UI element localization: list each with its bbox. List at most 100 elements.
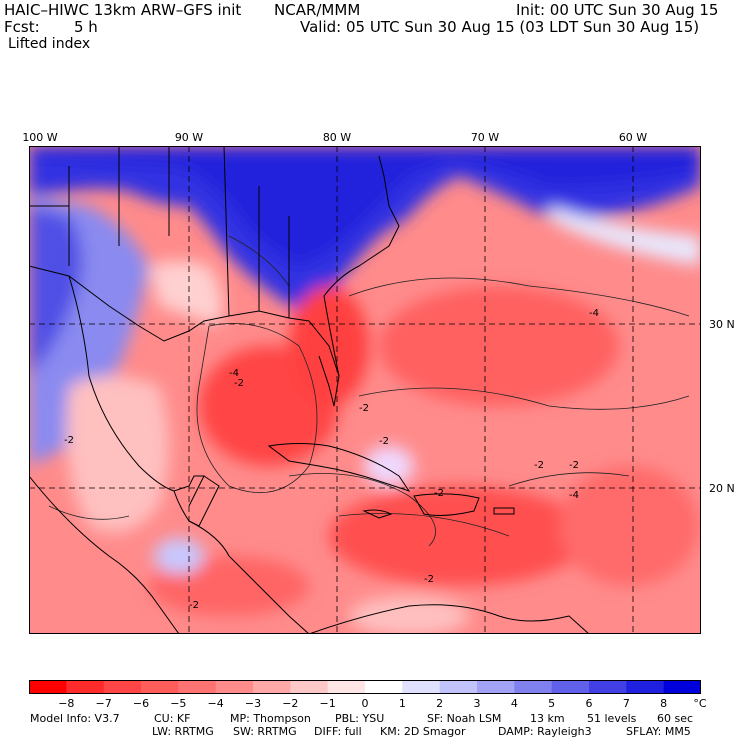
colorbar-cell bbox=[253, 680, 291, 694]
colorbar-tick-label: −2 bbox=[282, 697, 299, 710]
florida-atlantic-coast bbox=[323, 155, 400, 377]
colorbar-cell bbox=[439, 680, 478, 694]
colorbar-tick-label: 1 bbox=[398, 697, 406, 710]
colorbar-tick-label: −4 bbox=[207, 697, 224, 710]
colorbar-cell bbox=[514, 680, 553, 694]
valid-time: Valid: 05 UTC Sun 30 Aug 15 (03 LDT Sun … bbox=[300, 18, 700, 36]
colorbar-tick-label: 8 bbox=[660, 697, 668, 710]
latlon-grid bbox=[29, 146, 701, 634]
colorbar-cell bbox=[477, 680, 515, 694]
footer-timestep: 60 sec bbox=[657, 712, 694, 725]
model-title: HAIC–HIWC 13km ARW–GFS init bbox=[4, 1, 242, 19]
colorbar bbox=[29, 680, 701, 694]
stable-region-upper bbox=[29, 146, 701, 266]
footer-resolution: 13 km bbox=[530, 712, 565, 725]
footer-lw: LW: RRTMG bbox=[152, 725, 214, 738]
colorbar-tick-label: 0 bbox=[361, 697, 369, 710]
contour-line bbox=[196, 323, 318, 493]
unstable-core-east bbox=[559, 466, 699, 586]
unstable-core-caribbean bbox=[329, 486, 589, 586]
contour-line bbox=[338, 513, 510, 537]
contour-label: -2 bbox=[379, 436, 389, 447]
footer-km: KM: 2D Smagor bbox=[380, 725, 466, 738]
colorbar-tick-label: −8 bbox=[58, 697, 75, 710]
colorbar-tick-label: 5 bbox=[548, 697, 556, 710]
contour-line bbox=[288, 473, 437, 547]
contour-label: -2 bbox=[534, 460, 544, 471]
contour-label-group: -2 -4 -2 -4 -2 -2 -2 -2 -4 -2 -2 -2 bbox=[64, 308, 599, 611]
map-frame bbox=[29, 146, 701, 634]
us-interior-border bbox=[29, 146, 290, 318]
colorbar-cell bbox=[551, 680, 590, 694]
lon-label-70w: 70 W bbox=[470, 131, 500, 144]
contour-line bbox=[348, 277, 690, 317]
pale-pocket-south bbox=[349, 596, 469, 634]
fcst-value: 5 h bbox=[74, 18, 98, 36]
mexico-gulf-coast bbox=[68, 275, 205, 507]
org-label: NCAR/MMM bbox=[274, 1, 361, 19]
footer-pbl: PBL: YSU bbox=[335, 712, 385, 725]
colorbar-tick-label: 4 bbox=[510, 697, 518, 710]
colorbar-tick-label: −3 bbox=[244, 697, 262, 710]
contour-label: -2 bbox=[189, 600, 199, 611]
lon-label-60w: 60 W bbox=[618, 131, 648, 144]
colorbar-tick-label: 2 bbox=[436, 697, 444, 710]
hispaniola bbox=[413, 493, 480, 516]
gulf-west-pale bbox=[66, 376, 169, 533]
lat-label-20n: 20 N bbox=[709, 482, 735, 495]
colorbar-tick-label: −5 bbox=[170, 697, 187, 710]
contour-lines bbox=[48, 235, 690, 547]
contour-label: -2 bbox=[234, 378, 244, 389]
footer-diff: DIFF: full bbox=[314, 725, 362, 738]
contour-line bbox=[228, 235, 290, 287]
colorbar-cell bbox=[626, 680, 665, 694]
colorbar-tick-label: −1 bbox=[319, 697, 336, 710]
colorbar-cell bbox=[103, 680, 142, 694]
colorbar-tick-label: −6 bbox=[132, 697, 150, 710]
colorbar-cell bbox=[290, 680, 329, 694]
contour-line bbox=[358, 387, 690, 410]
lon-label-90w: 90 W bbox=[174, 131, 204, 144]
cuba bbox=[267, 443, 411, 492]
init-time: Init: 00 UTC Sun 30 Aug 15 bbox=[516, 1, 719, 19]
colorbar-tick-label: −7 bbox=[95, 697, 112, 710]
contour-label: -2 bbox=[359, 403, 369, 414]
stable-region-north bbox=[29, 146, 701, 316]
contour-line bbox=[48, 505, 130, 520]
footer-model-info: Model Info: V3.7 bbox=[30, 712, 120, 725]
colorbar-cell bbox=[29, 680, 67, 694]
pale-pocket-central-am bbox=[154, 538, 204, 574]
puerto-rico bbox=[493, 507, 515, 515]
footer-damp: DAMP: Rayleigh3 bbox=[498, 725, 592, 738]
field-name: Lifted index bbox=[8, 36, 91, 52]
colorbar-tick-label: 7 bbox=[622, 697, 630, 710]
colorbar-cell bbox=[365, 680, 403, 694]
central-america bbox=[188, 520, 310, 634]
colorbar-cell bbox=[327, 680, 366, 694]
unstable-core-atlantic bbox=[379, 286, 619, 406]
contour-label: -2 bbox=[64, 435, 74, 446]
footer-cu: CU: KF bbox=[154, 712, 191, 725]
fcst-label: Fcst: bbox=[4, 18, 40, 36]
jamaica bbox=[362, 509, 393, 519]
yucatan bbox=[173, 475, 220, 527]
mexico-pacific-coast bbox=[29, 475, 180, 634]
south-america-coast bbox=[308, 604, 590, 634]
lat-label-30n: 30 N bbox=[709, 318, 735, 331]
colorbar-cell bbox=[663, 680, 701, 694]
colorbar-unit: °C bbox=[693, 697, 707, 710]
contour-label: -2 bbox=[569, 460, 579, 471]
colorbar-cell bbox=[141, 680, 179, 694]
colorbar-cell bbox=[402, 680, 441, 694]
contour-label: -4 bbox=[589, 308, 599, 319]
transition-band-2 bbox=[149, 261, 223, 326]
footer-sw: SW: RRTMG bbox=[233, 725, 297, 738]
colorbar-cell bbox=[215, 680, 254, 694]
pale-pocket-bahamas bbox=[364, 446, 414, 486]
coastlines bbox=[29, 146, 590, 634]
colorbar-tick-label: 3 bbox=[473, 697, 481, 710]
contour-label: -2 bbox=[434, 488, 444, 499]
us-gulf-coast bbox=[29, 265, 340, 407]
footer-mp: MP: Thompson bbox=[230, 712, 311, 725]
colorbar-cell bbox=[178, 680, 217, 694]
